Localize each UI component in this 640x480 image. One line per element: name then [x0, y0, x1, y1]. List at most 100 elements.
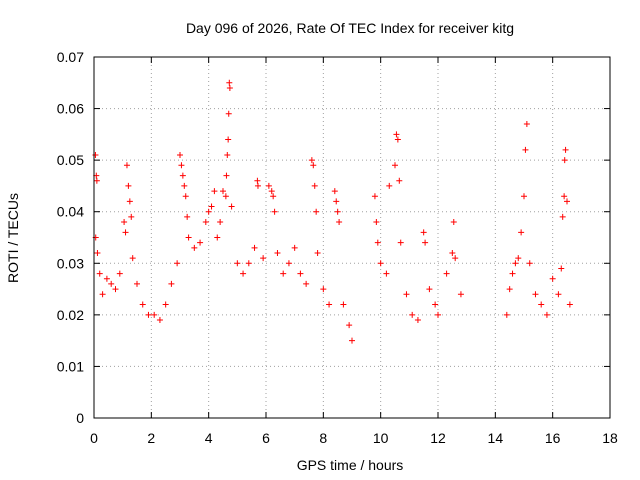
data-point	[177, 151, 183, 158]
data-point	[346, 322, 353, 329]
data-point	[220, 188, 226, 195]
x-tick-labels: 0 2 4 6 8 10 12 14 16 18	[90, 430, 618, 446]
x-tick-label: 2	[147, 430, 155, 446]
data-point	[274, 249, 281, 256]
data-point	[515, 255, 522, 262]
data-point	[145, 311, 152, 318]
data-point	[512, 260, 519, 267]
x-tick-label: 14	[488, 430, 504, 446]
data-point	[310, 162, 317, 169]
y-tick-label: 0.04	[57, 204, 84, 220]
data-point	[96, 270, 103, 277]
data-point	[383, 270, 390, 277]
y-tick-label: 0.06	[57, 101, 84, 117]
data-point	[371, 193, 378, 200]
data-point	[222, 193, 229, 200]
data-point	[543, 311, 550, 318]
data-point	[291, 244, 298, 251]
data-point	[532, 291, 539, 298]
data-point	[226, 84, 233, 91]
data-point	[386, 182, 393, 189]
data-point	[178, 162, 185, 169]
data-point	[125, 182, 132, 189]
x-tick-label: 4	[205, 430, 213, 446]
data-point	[443, 270, 450, 277]
data-point	[126, 198, 133, 205]
data-point	[377, 260, 384, 267]
y-axis-label: ROTI / TECUs	[5, 193, 21, 283]
data-point	[214, 234, 221, 241]
data-point	[225, 136, 232, 143]
data-point	[94, 249, 101, 256]
y-tick-label: 0.05	[57, 152, 84, 168]
data-point	[303, 280, 310, 287]
data-point	[297, 270, 304, 277]
data-point	[271, 208, 278, 215]
y-tick-label: 0.02	[57, 307, 84, 323]
data-point	[518, 229, 525, 236]
data-point	[457, 291, 464, 298]
data-point	[162, 301, 169, 308]
data-point	[334, 208, 341, 215]
data-point	[555, 291, 562, 298]
data-point	[103, 275, 110, 282]
data-point	[285, 260, 292, 267]
data-point	[450, 219, 457, 226]
x-tick-label: 6	[262, 430, 270, 446]
data-point	[393, 131, 400, 138]
data-point	[92, 151, 99, 158]
data-point	[320, 286, 327, 293]
data-point	[139, 301, 146, 308]
data-point	[522, 146, 529, 153]
data-point	[373, 219, 380, 226]
data-point	[538, 301, 545, 308]
data-point	[331, 188, 338, 195]
data-point	[397, 239, 404, 246]
y-tick-label: 0.03	[57, 255, 84, 271]
data-point	[420, 229, 427, 236]
data-point	[403, 291, 410, 298]
data-point	[268, 188, 275, 195]
data-point	[559, 213, 566, 220]
data-point	[449, 249, 456, 256]
data-point	[240, 270, 247, 277]
data-point	[225, 110, 232, 117]
x-tick-label: 10	[373, 430, 389, 446]
data-point	[260, 255, 267, 262]
data-point	[122, 229, 129, 236]
data-point	[116, 270, 123, 277]
data-point	[503, 311, 510, 318]
data-point	[226, 79, 233, 86]
chart-title: Day 096 of 2026, Rate Of TEC Index for r…	[186, 20, 514, 36]
data-point	[280, 270, 287, 277]
data-point	[432, 301, 439, 308]
y-tick-label: 0.07	[57, 49, 84, 65]
data-point	[566, 301, 573, 308]
x-tick-label: 18	[602, 430, 618, 446]
data-point	[208, 203, 215, 210]
data-point	[134, 280, 140, 287]
data-points	[92, 79, 573, 344]
data-point	[561, 193, 568, 200]
data-point	[121, 219, 128, 226]
data-point	[521, 193, 527, 200]
data-point	[156, 317, 163, 324]
data-point	[333, 198, 340, 205]
data-point	[452, 255, 459, 262]
grid	[94, 57, 610, 418]
data-point	[270, 193, 277, 200]
data-point	[336, 219, 343, 226]
data-point	[182, 193, 189, 200]
data-point	[414, 317, 421, 324]
data-point	[224, 151, 231, 158]
data-point	[426, 286, 433, 293]
x-tick-label: 16	[545, 430, 561, 446]
data-point	[205, 208, 212, 215]
data-point	[308, 157, 315, 164]
data-point	[392, 162, 398, 169]
data-point	[254, 182, 261, 189]
data-point	[228, 203, 235, 210]
data-point	[93, 177, 100, 184]
y-tick-label: 0	[76, 410, 84, 426]
